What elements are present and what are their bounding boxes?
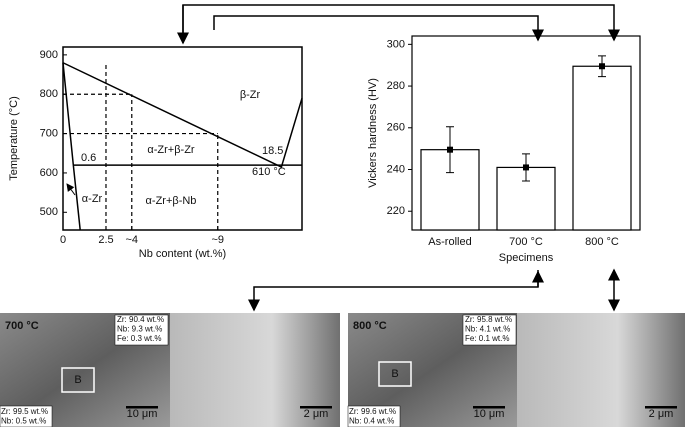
- y-tick-label: 220: [387, 205, 405, 217]
- x-tick-label: 800 °C: [585, 236, 619, 248]
- y-tick-label: 700: [40, 127, 58, 139]
- mean-marker: [599, 63, 605, 70]
- composition: Zr: 99.5 wt.%: [1, 407, 48, 416]
- x-tick-label: As-rolled: [428, 236, 471, 248]
- connector-arrows: [177, 4, 620, 312]
- y-tick-label: 600: [40, 167, 58, 179]
- plot-frame: [62, 46, 303, 231]
- scale-bar: [473, 406, 505, 409]
- annotation: 18.5: [262, 145, 283, 157]
- scale-bar-label: 2 μm: [304, 408, 329, 420]
- composition: Fe: 0.1 wt.%: [465, 334, 509, 343]
- scale-bar-label: 2 μm: [649, 408, 674, 420]
- scale-bar: [126, 406, 158, 409]
- scale-bar: [645, 406, 677, 409]
- scale-bar-label: 10 μm: [474, 408, 505, 420]
- x-axis-label: Nb content (wt.%): [139, 248, 226, 260]
- composition: Nb: 0.4 wt.%: [349, 417, 394, 426]
- annotation: α-Zr: [82, 193, 103, 205]
- y-tick-label: 500: [40, 206, 58, 218]
- y-tick-label: 260: [387, 122, 405, 134]
- y-tick-label: 280: [387, 80, 405, 92]
- composition: Fe: 0.3 wt.%: [117, 334, 161, 343]
- x-tick-label: 0: [60, 234, 66, 246]
- composition: Zr: 95.8 wt.%: [465, 315, 512, 324]
- phase-boundary: [62, 62, 303, 169]
- annotation: 0.6: [81, 152, 96, 164]
- y-tick-label: 900: [40, 49, 58, 61]
- region-box: [61, 367, 95, 393]
- composition: Zr: 99.6 wt.%: [349, 407, 396, 416]
- y-axis-label: Vickers hardness (HV): [367, 78, 379, 188]
- annotation: α-Zr+β-Zr: [147, 144, 195, 156]
- mean-marker: [523, 164, 529, 171]
- bar: [572, 65, 632, 231]
- temperature-label: 700 °C: [5, 320, 39, 332]
- scale-bar-label: 10 μm: [127, 408, 158, 420]
- label-box: [462, 314, 517, 346]
- annotation: 610 °C: [252, 166, 286, 178]
- micrographs: 700 °C B Zr: 90.4 wt.%Nb: 9.3 wt.%Fe: 0.3 …: [0, 313, 685, 427]
- label-box: [0, 405, 53, 427]
- x-tick-label: ~4: [126, 234, 139, 246]
- region-box: [378, 361, 412, 387]
- pointer-arrow: [66, 183, 76, 196]
- scale-bar: [300, 406, 332, 409]
- composition: Nb: 4.1 wt.%: [465, 325, 510, 334]
- phase-boundary: [62, 62, 81, 231]
- annotation: α-Zr+β-Nb: [146, 195, 197, 207]
- x-axis-label: Specimens: [499, 252, 554, 264]
- label-box: [347, 405, 401, 427]
- mean-marker: [447, 146, 453, 153]
- x-tick-label: 2.5: [98, 234, 113, 246]
- annotation: β-Zr: [240, 89, 261, 101]
- temperature-label: 800 °C: [353, 320, 387, 332]
- x-tick-label: 700 °C: [509, 236, 543, 248]
- region-label: B: [74, 374, 81, 386]
- composition: Nb: 9.3 wt.%: [117, 325, 162, 334]
- label-box: [114, 314, 169, 346]
- y-tick-label: 300: [387, 38, 405, 50]
- x-tick-label: ~9: [211, 234, 224, 246]
- y-tick-label: 240: [387, 163, 405, 175]
- composition: Nb: 0.5 wt.%: [1, 417, 46, 426]
- y-axis-label: Temperature (°C): [8, 96, 20, 180]
- y-tick-label: 800: [40, 88, 58, 100]
- region-label: B: [391, 368, 398, 380]
- composition: Zr: 90.4 wt.%: [117, 315, 164, 324]
